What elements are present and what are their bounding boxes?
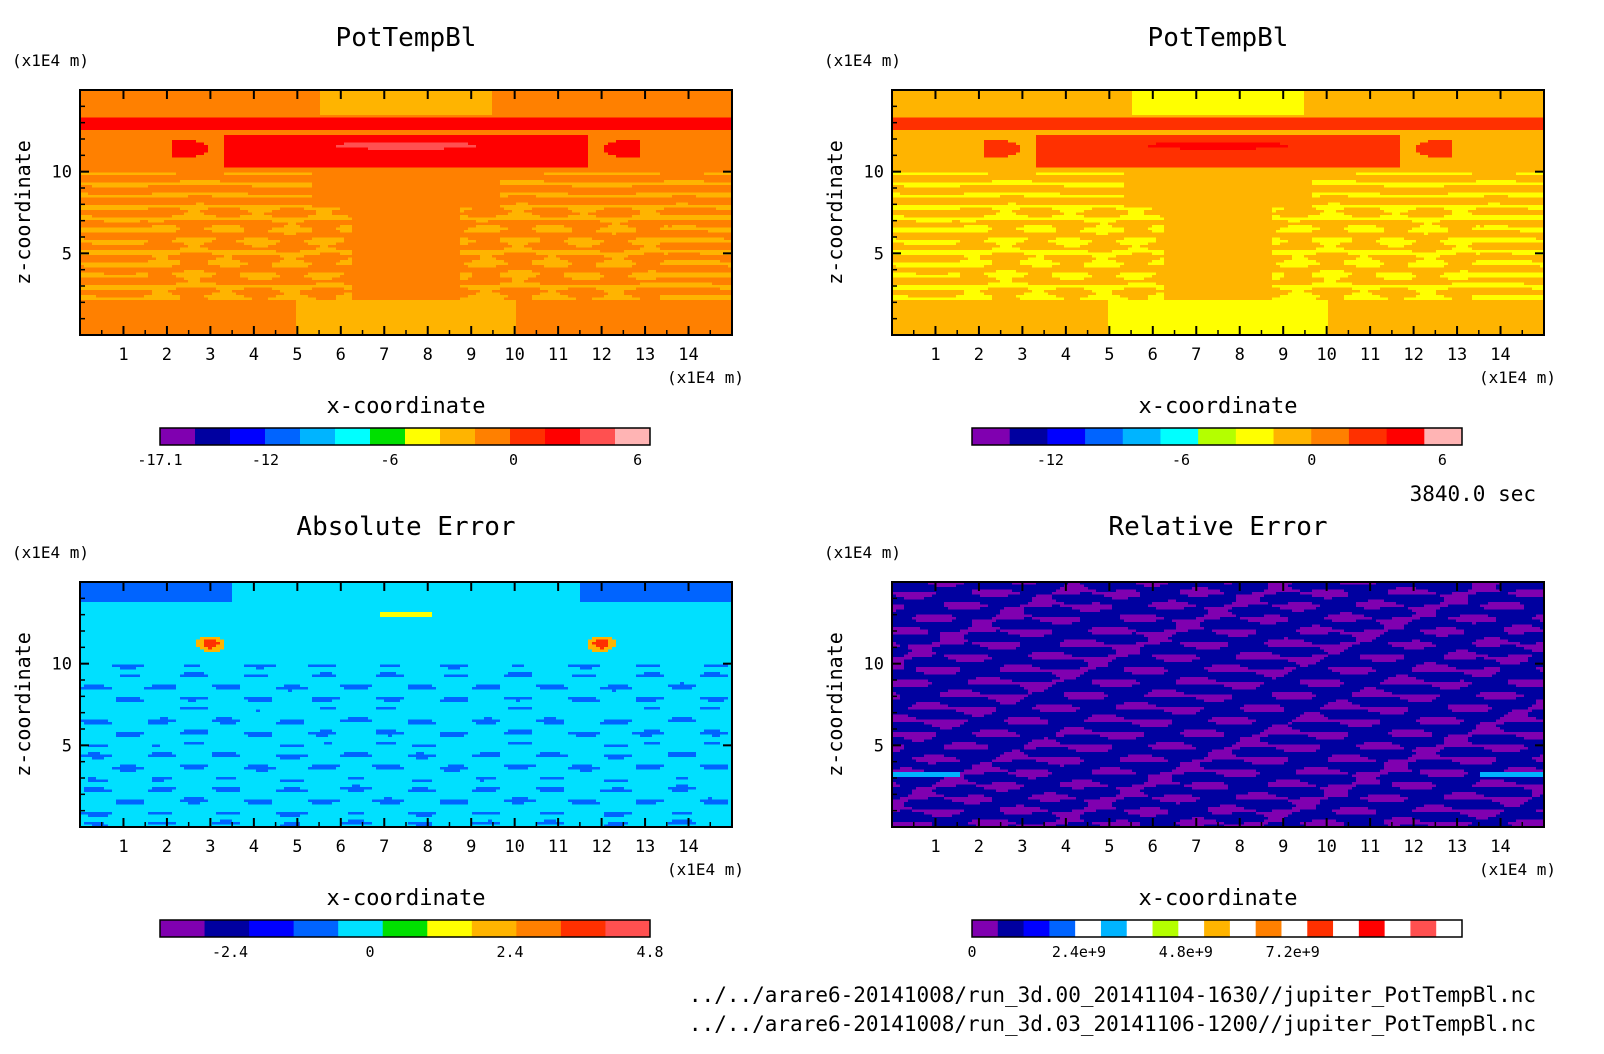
chart-canvas: PotTempBl(x1E4 m)1 2 3 4 5 6 7 8 9 10 11 12 13 14510(… xyxy=(0,0,1604,1054)
heatmap-field xyxy=(80,90,733,336)
y-unit-label: (x1E4 m) xyxy=(12,51,89,70)
chart-title: PotTempBl xyxy=(336,23,477,53)
chart-panel-1: PotTempBl(x1E4 m)1 2 3 4 5 6 7 8 9 10 11 12 13 14510(… xyxy=(11,23,744,469)
